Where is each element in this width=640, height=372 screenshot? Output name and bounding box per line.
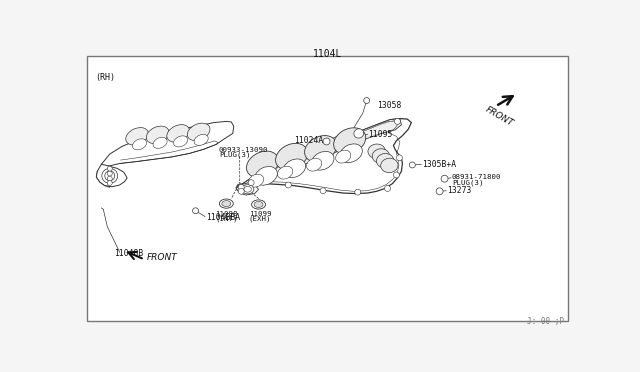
Circle shape	[364, 97, 370, 103]
Ellipse shape	[125, 128, 148, 145]
Ellipse shape	[188, 123, 210, 141]
Circle shape	[394, 118, 401, 124]
Ellipse shape	[220, 199, 233, 208]
Text: 11099: 11099	[249, 211, 271, 217]
Ellipse shape	[248, 174, 264, 187]
Circle shape	[193, 208, 198, 214]
Ellipse shape	[167, 125, 189, 142]
Circle shape	[108, 180, 112, 186]
Circle shape	[248, 180, 254, 186]
Ellipse shape	[105, 171, 115, 181]
Text: PLUG(3): PLUG(3)	[452, 179, 483, 186]
Ellipse shape	[147, 126, 169, 144]
Ellipse shape	[255, 167, 277, 185]
Polygon shape	[236, 119, 412, 193]
Ellipse shape	[333, 128, 365, 154]
Text: FRONT: FRONT	[483, 105, 515, 128]
Circle shape	[436, 188, 443, 195]
Ellipse shape	[194, 134, 208, 145]
Ellipse shape	[312, 151, 334, 170]
Ellipse shape	[153, 137, 167, 148]
Text: 13273: 13273	[447, 186, 472, 195]
Ellipse shape	[381, 158, 398, 173]
Polygon shape	[236, 183, 259, 195]
Ellipse shape	[244, 186, 252, 192]
Ellipse shape	[222, 201, 231, 206]
Circle shape	[323, 138, 330, 145]
Ellipse shape	[354, 129, 364, 138]
Text: (RH): (RH)	[95, 73, 115, 82]
Circle shape	[394, 172, 399, 178]
Text: 11048B: 11048B	[114, 249, 143, 258]
Ellipse shape	[278, 166, 292, 179]
Text: 08931-71800: 08931-71800	[452, 174, 502, 180]
Ellipse shape	[252, 200, 266, 209]
Ellipse shape	[305, 135, 337, 162]
Circle shape	[238, 188, 244, 194]
Text: (EXH): (EXH)	[249, 215, 271, 222]
Ellipse shape	[241, 185, 254, 194]
Text: FRONT: FRONT	[147, 253, 178, 262]
Polygon shape	[97, 121, 234, 187]
Ellipse shape	[368, 144, 385, 158]
Text: 13058: 13058	[376, 101, 401, 110]
Ellipse shape	[254, 202, 263, 208]
Text: 1305B+A: 1305B+A	[422, 160, 456, 169]
Text: PLUG(3): PLUG(3)	[219, 152, 250, 158]
Ellipse shape	[246, 151, 278, 177]
Text: (INT): (INT)	[215, 215, 237, 222]
Ellipse shape	[102, 169, 118, 183]
Circle shape	[441, 175, 448, 182]
Ellipse shape	[283, 159, 306, 178]
Circle shape	[238, 185, 244, 190]
Circle shape	[108, 171, 112, 176]
Text: 1104L: 1104L	[314, 49, 342, 59]
Text: 1104BBA: 1104BBA	[207, 214, 241, 222]
Circle shape	[285, 182, 291, 188]
Ellipse shape	[376, 154, 394, 168]
Circle shape	[355, 189, 361, 195]
Circle shape	[108, 176, 112, 181]
Circle shape	[410, 162, 415, 168]
Ellipse shape	[340, 144, 362, 163]
Ellipse shape	[372, 149, 390, 163]
Text: 11024A: 11024A	[294, 136, 323, 145]
Ellipse shape	[132, 139, 147, 150]
Circle shape	[320, 188, 326, 194]
Text: 11095: 11095	[367, 129, 392, 138]
Circle shape	[108, 166, 112, 171]
Text: 11098: 11098	[215, 211, 237, 217]
Ellipse shape	[307, 158, 322, 171]
Polygon shape	[239, 119, 401, 189]
Circle shape	[396, 155, 403, 161]
Circle shape	[385, 186, 390, 191]
Text: 00933-13090: 00933-13090	[219, 147, 268, 153]
Ellipse shape	[335, 150, 351, 163]
Ellipse shape	[173, 136, 188, 147]
Ellipse shape	[276, 143, 308, 170]
Polygon shape	[97, 164, 127, 187]
Text: J: 00 ;P: J: 00 ;P	[527, 317, 564, 326]
